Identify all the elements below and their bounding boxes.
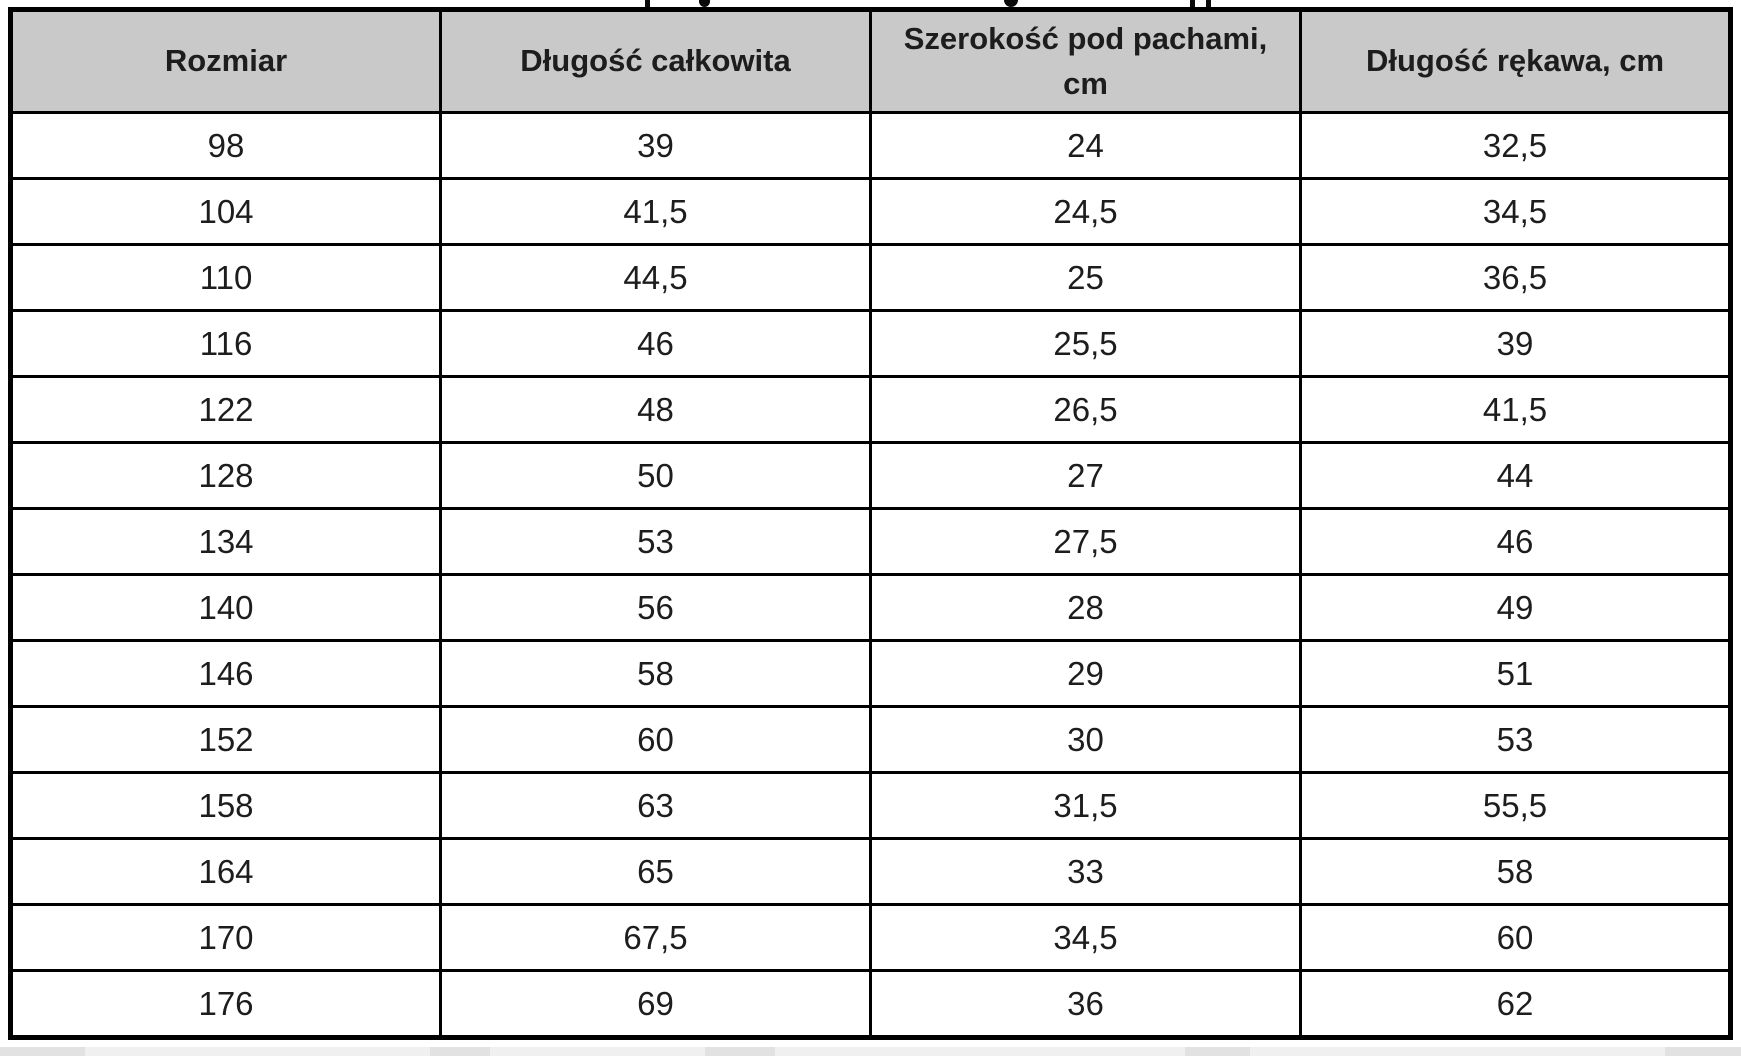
table-cell: 164 [9, 837, 442, 906]
table-cell: 134 [9, 507, 442, 576]
table-cell: 39 [439, 111, 872, 180]
table-row: 176 69 36 62 [9, 969, 1732, 1039]
table-row: 146 58 29 51 [9, 639, 1732, 708]
table-cell: 55,5 [1299, 771, 1732, 840]
table-row: 140 56 28 49 [9, 573, 1732, 642]
table-cell: 46 [439, 309, 872, 378]
table-cell: 51 [1299, 639, 1732, 708]
table-cell: 60 [1299, 903, 1732, 972]
table-cell: 25 [869, 243, 1302, 312]
table-cell: 49 [1299, 573, 1732, 642]
strip-patch [1665, 1047, 1741, 1056]
table-cell: 33 [869, 837, 1302, 906]
table-cell: 65 [439, 837, 872, 906]
table-cell: 122 [9, 375, 442, 444]
header-szerokosc-pod-pachami: Szerokość pod pachami, cm [869, 8, 1302, 114]
size-table-head: Rozmiar Długość całkowita Szerokość pod … [9, 8, 1732, 114]
table-cell: 146 [9, 639, 442, 708]
table-row: 104 41,5 24,5 34,5 [9, 177, 1732, 246]
table-cell: 116 [9, 309, 442, 378]
table-row: 152 60 30 53 [9, 705, 1732, 774]
table-row: 158 63 31,5 55,5 [9, 771, 1732, 840]
strip-patch [0, 1047, 85, 1056]
table-cell: 53 [1299, 705, 1732, 774]
table-row: 164 65 33 58 [9, 837, 1732, 906]
size-table-body: 98 39 24 32,5 104 41,5 24,5 34,5 110 44,5 25 36,5 11… [9, 111, 1732, 1039]
table-row: 122 48 26,5 41,5 [9, 375, 1732, 444]
table-cell: 58 [1299, 837, 1732, 906]
table-cell: 44 [1299, 441, 1732, 510]
table-cell: 41,5 [439, 177, 872, 246]
table-cell: 170 [9, 903, 442, 972]
table-cell: 56 [439, 573, 872, 642]
table-row: 128 50 27 44 [9, 441, 1732, 510]
descender-mark [1004, 0, 1018, 7]
table-cell: 110 [9, 243, 442, 312]
header-dlugosc-calkowita: Długość całkowita [439, 8, 872, 114]
table-cell: 63 [439, 771, 872, 840]
table-row: 116 46 25,5 39 [9, 309, 1732, 378]
strip-patch [430, 1047, 490, 1056]
table-row: 110 44,5 25 36,5 [9, 243, 1732, 312]
table-cell: 41,5 [1299, 375, 1732, 444]
descender-mark [699, 0, 710, 7]
table-cell: 24 [869, 111, 1302, 180]
table-cell: 34,5 [1299, 177, 1732, 246]
table-cell: 28 [869, 573, 1302, 642]
table-cell: 36,5 [1299, 243, 1732, 312]
table-cell: 176 [9, 969, 442, 1039]
header-row: Rozmiar Długość całkowita Szerokość pod … [9, 8, 1732, 114]
table-cell: 152 [9, 705, 442, 774]
table-cell: 128 [9, 441, 442, 510]
table-cell: 27 [869, 441, 1302, 510]
table-cell: 25,5 [869, 309, 1302, 378]
table-cell: 31,5 [869, 771, 1302, 840]
table-cell: 34,5 [869, 903, 1302, 972]
table-cell: 98 [9, 111, 442, 180]
table-row: 134 53 27,5 46 [9, 507, 1732, 576]
table-cell: 39 [1299, 309, 1732, 378]
table-cell: 69 [439, 969, 872, 1039]
table-cell: 24,5 [869, 177, 1302, 246]
descender-mark [1206, 0, 1211, 8]
table-cell: 104 [9, 177, 442, 246]
table-cell: 26,5 [869, 375, 1302, 444]
descender-mark [1190, 0, 1195, 8]
header-rozmiar: Rozmiar [9, 8, 442, 114]
header-dlugosc-rekawa: Długość rękawa, cm [1299, 8, 1732, 114]
table-cell: 53 [439, 507, 872, 576]
size-table-wrapper: Rozmiar Długość całkowita Szerokość pod … [8, 7, 1733, 1040]
cropped-title-descenders [0, 0, 1741, 8]
table-cell: 60 [439, 705, 872, 774]
table-cell: 32,5 [1299, 111, 1732, 180]
strip-patch [705, 1047, 775, 1056]
table-cell: 58 [439, 639, 872, 708]
descender-mark [645, 0, 650, 8]
table-cell: 48 [439, 375, 872, 444]
table-cell: 140 [9, 573, 442, 642]
table-cell: 29 [869, 639, 1302, 708]
table-cell: 50 [439, 441, 872, 510]
size-table: Rozmiar Długość całkowita Szerokość pod … [8, 7, 1733, 1040]
table-cell: 158 [9, 771, 442, 840]
cropped-next-element-strip [0, 1047, 1741, 1056]
table-cell: 67,5 [439, 903, 872, 972]
table-cell: 30 [869, 705, 1302, 774]
table-cell: 44,5 [439, 243, 872, 312]
table-cell: 27,5 [869, 507, 1302, 576]
strip-patch [1185, 1047, 1250, 1056]
table-cell: 46 [1299, 507, 1732, 576]
table-cell: 36 [869, 969, 1302, 1039]
table-cell: 62 [1299, 969, 1732, 1039]
table-row: 170 67,5 34,5 60 [9, 903, 1732, 972]
table-row: 98 39 24 32,5 [9, 111, 1732, 180]
